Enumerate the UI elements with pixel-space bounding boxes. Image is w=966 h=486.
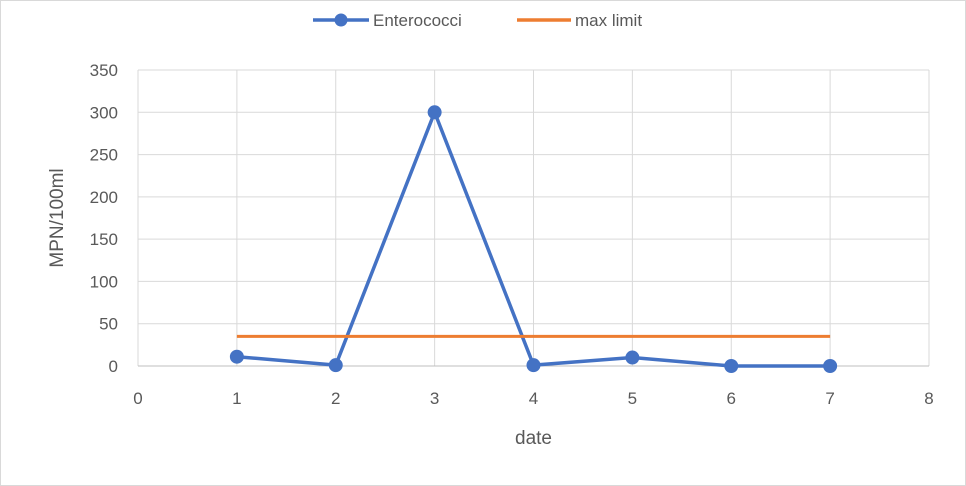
data-point[interactable] — [526, 358, 541, 373]
x-tick-label: 8 — [924, 389, 933, 408]
x-tick-label: 4 — [529, 389, 538, 408]
x-tick-label: 6 — [727, 389, 736, 408]
data-point[interactable] — [328, 358, 343, 373]
x-axis-title: date — [515, 428, 552, 449]
y-tick-label: 200 — [90, 188, 118, 207]
data-point[interactable] — [724, 359, 739, 373]
legend-marker — [334, 13, 348, 27]
y-tick-label: 350 — [90, 61, 118, 80]
legend-item[interactable]: Enterococci — [313, 11, 462, 30]
y-tick-label: 250 — [90, 146, 118, 165]
legend-label: max limit — [575, 11, 642, 30]
y-tick-label: 0 — [109, 357, 118, 376]
data-point[interactable] — [625, 350, 640, 365]
y-tick-label: 300 — [90, 103, 118, 122]
gridlines — [137, 69, 930, 366]
legend-item[interactable]: max limit — [517, 11, 642, 30]
legend-label: Enterococci — [373, 11, 462, 30]
data-point[interactable] — [427, 105, 442, 120]
y-tick-label: 150 — [90, 230, 118, 249]
x-tick-label: 1 — [232, 389, 241, 408]
y-tick-label: 100 — [90, 272, 118, 291]
x-tick-label: 3 — [430, 389, 439, 408]
x-tick-label: 2 — [331, 389, 340, 408]
data-point[interactable] — [229, 349, 244, 364]
legend[interactable]: Enterococci max limit — [313, 11, 642, 30]
y-axis-title: MPN/100ml — [47, 168, 68, 267]
x-tick-label: 0 — [133, 389, 142, 408]
plot-area — [229, 105, 838, 373]
data-point[interactable] — [823, 359, 838, 373]
y-tick-label: 50 — [99, 315, 118, 334]
axes: 0 50 100 150 200 250 300 350 0 1 2 3 4 5 6 7 8 — [90, 61, 934, 408]
x-tick-label: 5 — [628, 389, 637, 408]
x-tick-label: 7 — [825, 389, 834, 408]
